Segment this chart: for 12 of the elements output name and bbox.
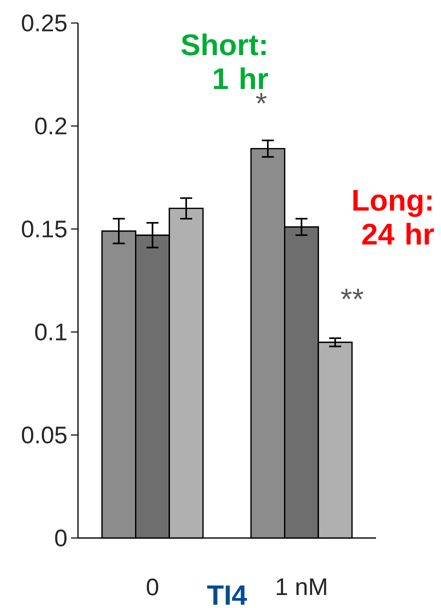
x-tick-label: 1 nM bbox=[276, 578, 326, 595]
y-tick-label: 0.15 bbox=[22, 220, 66, 238]
annotation: * bbox=[256, 93, 267, 104]
y-tick-label: 0.05 bbox=[22, 426, 66, 444]
x-axis-title: TI4 bbox=[207, 586, 248, 605]
y-tick-label: 0.25 bbox=[22, 14, 66, 32]
annotation: Short: 1 hr bbox=[181, 33, 268, 90]
y-tick-label: 0.2 bbox=[35, 118, 66, 134]
annotation: ** bbox=[341, 288, 364, 300]
annotation: Long: 24 hr bbox=[353, 190, 434, 244]
y-tick-label: 0 bbox=[55, 530, 67, 546]
y-tick-label: 0.1 bbox=[35, 324, 66, 340]
